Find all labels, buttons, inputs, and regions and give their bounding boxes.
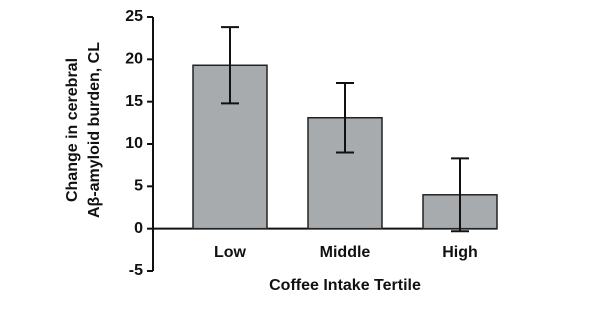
- x-tick-label: Middle: [320, 244, 371, 261]
- y-tick-label: -5: [129, 262, 143, 279]
- x-tick-label: High: [442, 244, 478, 261]
- y-tick-label: 15: [125, 93, 143, 110]
- y-axis-label: Aβ-amyloid burden, CL: [86, 42, 103, 218]
- y-tick-label: 5: [134, 178, 143, 195]
- y-tick-label: 10: [125, 135, 143, 152]
- y-axis-label: Change in cerebral: [64, 58, 81, 202]
- error-bar: [451, 157, 469, 233]
- y-tick-label: 0: [134, 220, 143, 237]
- y-tick-label: 20: [125, 51, 143, 68]
- error-bar: [336, 82, 354, 154]
- x-tick-label: Low: [214, 244, 247, 261]
- y-tick-label: 25: [125, 8, 143, 25]
- x-axis-label: Coffee Intake Tertile: [269, 277, 421, 294]
- error-bar: [221, 26, 239, 105]
